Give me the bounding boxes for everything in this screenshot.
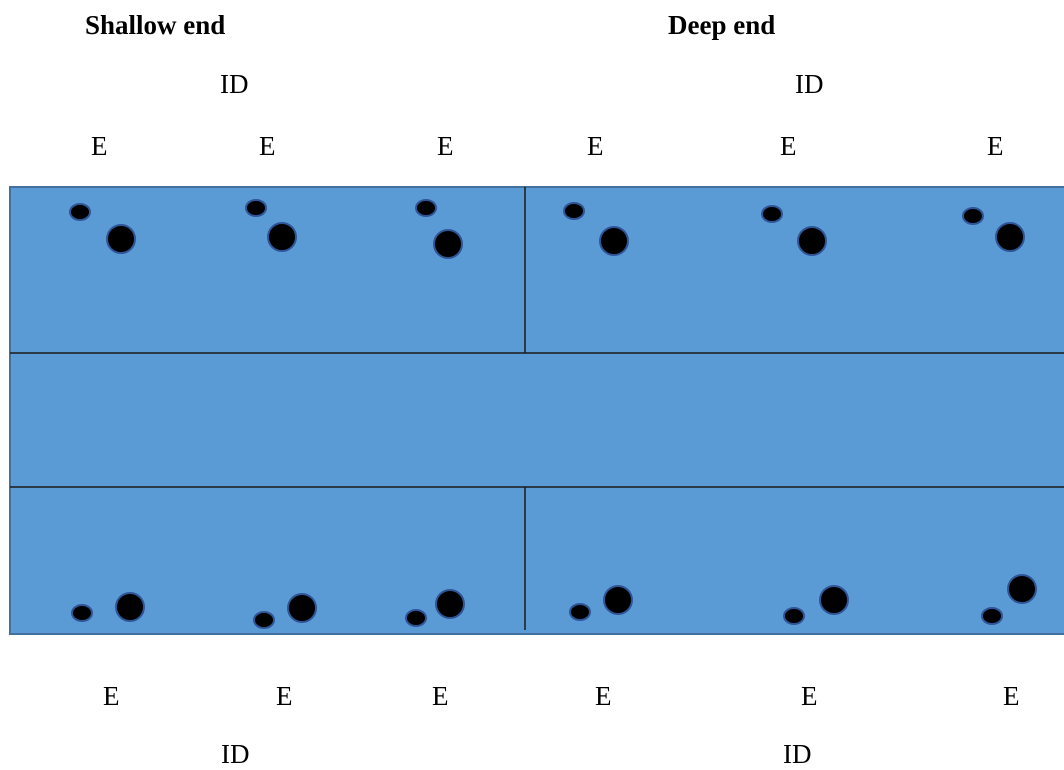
bottom-large-marker-5 — [819, 585, 849, 615]
bottom-id-left-label: ID — [221, 739, 250, 769]
top-large-marker-3 — [433, 229, 463, 259]
top-id-left-label: ID — [220, 69, 249, 99]
top-small-marker-4 — [563, 202, 585, 220]
top-e-label-1: E — [91, 131, 108, 161]
shallow-end-heading: Shallow end — [85, 10, 226, 40]
top-large-marker-1 — [106, 224, 136, 254]
bottom-e-label-4: E — [595, 681, 612, 711]
bottom-e-label-1: E — [103, 681, 120, 711]
bottom-e-label-3: E — [432, 681, 449, 711]
bottom-large-marker-3 — [435, 589, 465, 619]
top-large-marker-5 — [797, 226, 827, 256]
top-e-label-2: E — [259, 131, 276, 161]
top-small-marker-6 — [962, 207, 984, 225]
top-large-marker-2 — [267, 222, 297, 252]
top-large-marker-6 — [995, 222, 1025, 252]
bottom-small-marker-5 — [783, 607, 805, 625]
bottom-e-label-6: E — [1003, 681, 1020, 711]
top-small-marker-1 — [69, 203, 91, 221]
bottom-large-marker-2 — [287, 593, 317, 623]
top-small-marker-3 — [415, 199, 437, 217]
top-e-label-4: E — [587, 131, 604, 161]
bottom-small-marker-6 — [981, 607, 1003, 625]
top-e-label-3: E — [437, 131, 454, 161]
bottom-id-right-label: ID — [783, 739, 812, 769]
bottom-e-label-5: E — [801, 681, 818, 711]
bottom-e-label-2: E — [276, 681, 293, 711]
bottom-large-marker-4 — [603, 585, 633, 615]
top-e-label-5: E — [780, 131, 797, 161]
bottom-large-marker-1 — [115, 592, 145, 622]
bottom-small-marker-3 — [405, 609, 427, 627]
bottom-large-marker-6 — [1007, 574, 1037, 604]
top-large-marker-4 — [599, 226, 629, 256]
bottom-small-marker-1 — [71, 604, 93, 622]
bottom-small-marker-2 — [253, 611, 275, 629]
top-id-right-label: ID — [795, 69, 824, 99]
top-small-marker-2 — [245, 199, 267, 217]
top-e-label-6: E — [987, 131, 1004, 161]
bottom-small-marker-4 — [569, 603, 591, 621]
top-small-marker-5 — [761, 205, 783, 223]
deep-end-heading: Deep end — [668, 10, 776, 40]
pool-water — [9, 186, 1064, 635]
